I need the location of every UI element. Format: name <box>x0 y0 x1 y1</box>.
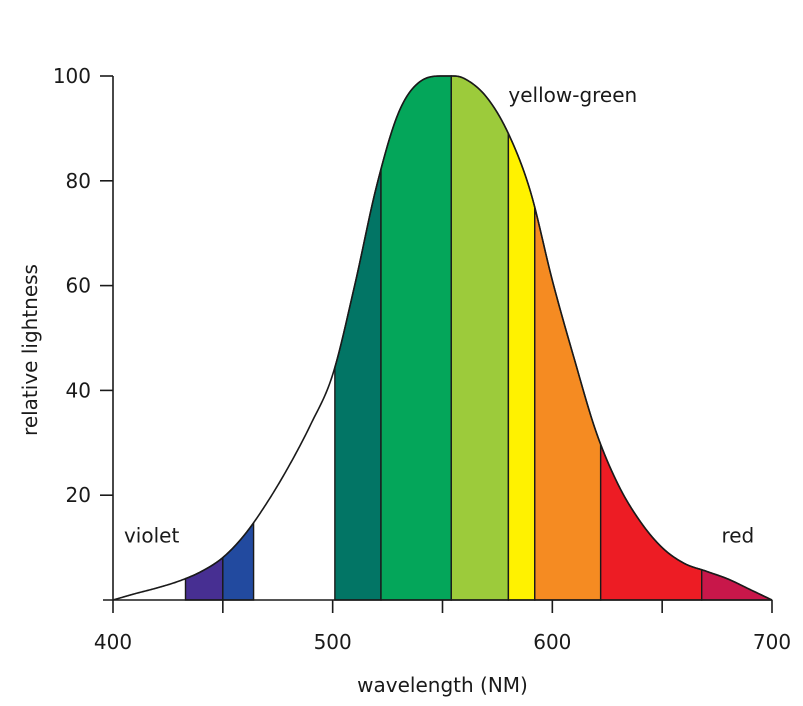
band-1 <box>222 520 255 601</box>
y-tick-label-40: 40 <box>66 378 91 402</box>
y-axis-title: relative lightness <box>18 264 42 436</box>
band-3 <box>380 75 452 601</box>
band-6 <box>534 207 602 601</box>
axes <box>103 76 772 601</box>
x-tick-label-700: 700 <box>753 630 791 654</box>
band-0 <box>184 556 224 601</box>
band-7 <box>599 444 703 601</box>
band-4 <box>450 75 510 601</box>
lightness-curve <box>112 75 773 601</box>
spectrum-bands <box>184 75 773 601</box>
y-tick-label-60: 60 <box>66 274 91 298</box>
x-tick-label-400: 400 <box>94 630 132 654</box>
x-axis-title: wavelength (NM) <box>357 673 528 697</box>
y-tick-label-100: 100 <box>53 64 91 88</box>
annotations: violet yellow-green red <box>124 83 754 547</box>
band-5 <box>507 133 536 601</box>
band-2 <box>334 168 382 601</box>
annotation-yellow-green: yellow-green <box>508 83 637 107</box>
y-tick-label-20: 20 <box>66 483 91 507</box>
y-tick-label-80: 80 <box>66 169 91 193</box>
x-tick-label-600: 600 <box>533 630 571 654</box>
x-tick-label-500: 500 <box>314 630 352 654</box>
annotation-red: red <box>721 523 754 547</box>
ticks: 400 500 600 700 20 40 60 80 100 <box>53 64 791 654</box>
annotation-violet: violet <box>124 523 179 547</box>
